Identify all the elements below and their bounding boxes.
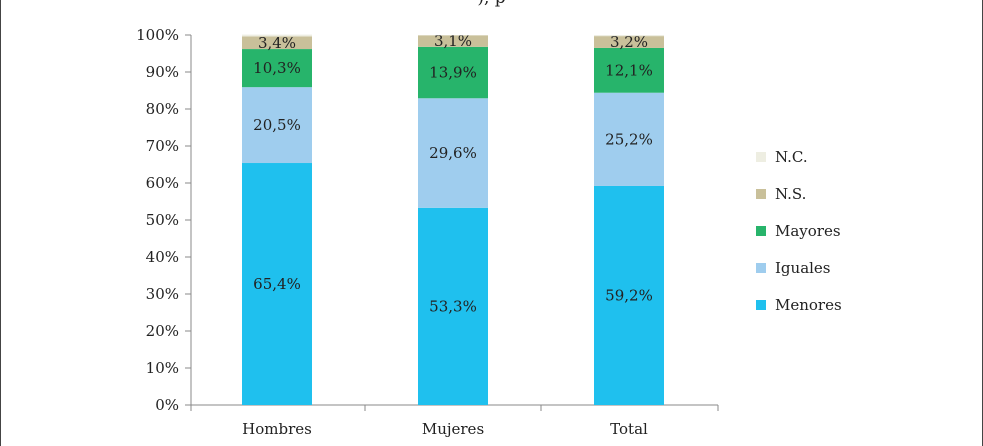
data-label: 59,2% — [605, 286, 653, 304]
bar-segment-iguales — [242, 87, 312, 164]
data-label: 10,3% — [253, 59, 301, 77]
data-label: 3,2% — [610, 33, 648, 51]
legend-swatch — [756, 300, 766, 310]
y-tick-label: 40% — [146, 248, 179, 266]
category-label: Mujeres — [422, 420, 484, 438]
legend-label: N.S. — [775, 185, 806, 203]
data-label: 3,1% — [434, 32, 472, 50]
bar-segment-mayores — [418, 46, 488, 99]
y-tick-label: 100% — [136, 26, 179, 44]
y-tick-label: 30% — [146, 285, 179, 303]
bar-segment-mayores — [242, 49, 312, 88]
legend-label: Menores — [775, 296, 842, 314]
y-tick-label: 60% — [146, 174, 179, 192]
data-label: 25,2% — [605, 130, 653, 148]
data-label: 65,4% — [253, 275, 301, 293]
data-label: 53,3% — [429, 297, 477, 315]
y-tick-label: 70% — [146, 137, 179, 155]
legend-swatch — [756, 189, 766, 199]
y-tick-label: 80% — [146, 100, 179, 118]
y-tick-label: 90% — [146, 63, 179, 81]
bar-segment-menores — [242, 163, 312, 405]
bar-segment-n-s — [594, 36, 664, 48]
bar-segment-n-s — [418, 35, 488, 47]
y-tick-label: 0% — [155, 396, 179, 414]
bar-segment-iguales — [418, 98, 488, 208]
legend-swatch — [756, 263, 766, 273]
bar-segment-menores — [594, 185, 664, 405]
legend-swatch — [756, 226, 766, 236]
category-label: Hombres — [242, 420, 312, 438]
bar-segment-n-s — [242, 36, 312, 50]
data-label: 3,4% — [258, 34, 296, 52]
bar-segment-n-c — [594, 35, 664, 37]
legend-label: Mayores — [775, 222, 841, 240]
y-tick-label: 50% — [146, 211, 179, 229]
bar-segment-iguales — [594, 92, 664, 186]
bar-segment-mayores — [594, 47, 664, 93]
legend-swatch — [756, 152, 766, 162]
y-tick-label: 10% — [146, 359, 179, 377]
legend-label: Iguales — [775, 259, 831, 277]
data-label: 29,6% — [429, 144, 477, 162]
data-label: 20,5% — [253, 116, 301, 134]
data-label: 12,1% — [605, 61, 653, 79]
category-label: Total — [610, 420, 648, 438]
legend-label: N.C. — [775, 148, 808, 166]
y-tick-label: 20% — [146, 322, 179, 340]
data-label: 13,9% — [429, 64, 477, 82]
bar-segment-menores — [418, 207, 488, 405]
bar-segment-n-c — [242, 34, 312, 37]
